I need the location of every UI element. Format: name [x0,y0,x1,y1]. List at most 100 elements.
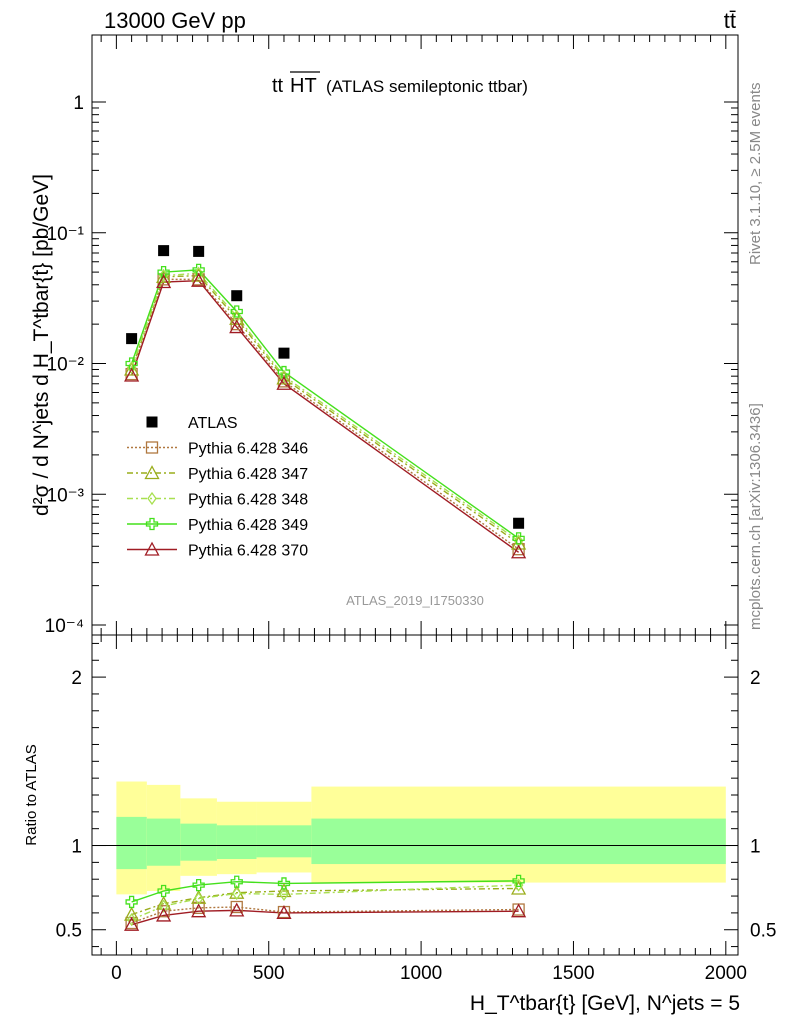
legend-marker [145,441,159,454]
rivet-version-label: Rivet 3.1.10, ≥ 2.5M events [747,83,764,266]
plot-title-main: tt [272,75,284,97]
stat-uncertainty-band [256,825,312,858]
x-tick-label: 0 [111,963,122,984]
mc-point [124,367,140,382]
series-line [130,279,520,553]
x-tick-label: 1500 [552,963,594,984]
y-axis-label-main-text: d²σ / d N^jets d H_T^tbar{t} [pb/GeV] [30,174,53,516]
legend-label: ATLAS [188,415,238,432]
data-point [193,245,205,257]
x-tick-label: 1000 [400,963,442,984]
x-tick-label: 2000 [705,963,747,984]
ratio-point [279,887,289,901]
stat-uncertainty-band [116,816,147,870]
y-tick-label: 10⁻³ [47,485,85,506]
ratio-point [157,884,170,898]
ratio-point [191,903,207,918]
y-tick-label: 10⁻⁴ [45,616,84,637]
mc-point [156,274,172,289]
y-axis-label-ratio: Ratio to ATLAS [23,744,40,845]
ratio-y-tick-label-right: 0.5 [750,921,776,942]
y-axis-label-main: d²σ / d N^jets d H_T^tbar{t} [pb/GeV] [30,174,53,516]
ratio-uncertainty-bands [116,781,726,895]
series-line [130,278,520,550]
ratio-point [126,913,137,927]
stat-uncertainty-band [146,818,181,866]
main-panel: 10⁻⁴ 10⁻³ 10⁻² 10⁻¹ 1 tt HT (ATLAS semilepto… [30,34,739,637]
legend-label: Pythia 6.428 349 [188,517,308,534]
legend-marker [145,517,159,531]
stat-uncertainty-band [180,823,217,861]
y-axis-label-ratio-text: Ratio to ATLAS [23,744,40,845]
legend-marker [146,416,158,428]
data-point [513,517,525,529]
stat-uncertainty-band [311,818,726,865]
mc-point [511,535,527,550]
analysis-watermark: ATLAS_2019_I1750330 [346,593,484,608]
data-point [126,333,138,345]
ratio-point [192,901,205,914]
ratio-y-tick-label: 0.5 [56,921,82,942]
stat-uncertainty-band [216,825,257,859]
ratio-point [158,899,169,913]
ratio-point [192,878,205,892]
ratio-y-tick-label: 2 [71,668,82,689]
ratio-point [511,903,527,918]
legend-label: Pythia 6.428 347 [188,466,308,483]
plot-title-overline: HT [290,75,317,97]
ratio-point [124,916,140,931]
main-panel-markers [124,245,527,559]
mc-point [277,365,291,379]
mc-point [125,357,138,370]
legend-marker [144,465,160,480]
mc-point [276,375,292,390]
legend-label: Pythia 6.428 346 [188,441,308,458]
ratio-point [276,883,292,898]
mc-point [229,319,245,334]
ratio-point [512,874,525,888]
mc-point [230,305,243,318]
legend-marker [147,491,157,506]
mcplots-credit-label: mcplots.cern.ch [arXiv:1306.3436] [747,403,764,630]
plot-title-detail: (ATLAS semileptonic ttbar) [326,77,528,96]
mc-point [157,265,170,279]
mc-point [512,532,525,545]
ratio-y-tick-label-right: 1 [750,837,761,858]
legend-label: Pythia 6.428 348 [188,492,308,509]
ratio-y-tick-label: 1 [71,837,82,858]
ratio-y-tick-label-right: 2 [750,668,761,689]
mc-point [191,272,207,287]
main-panel-ticks: 10⁻⁴ 10⁻³ 10⁻² 10⁻¹ 1 [45,35,738,637]
ratio-point [276,905,292,920]
ratio-line [131,909,519,926]
main-panel-series-lines [130,269,520,553]
y-tick-label: 10⁻¹ [47,224,85,245]
legend-marker [144,541,160,556]
ratio-markers [124,874,527,931]
ratio-point [230,900,243,914]
mc-point [192,263,205,277]
ratio-point [277,877,291,890]
data-point [158,245,170,257]
ratio-point [124,906,140,921]
ratio-series-lines [131,880,519,926]
data-point [231,290,243,302]
x-axis-label: H_T^tbar{t} [GeV], N^jets = 5 [470,992,740,1015]
ratio-point [229,902,245,917]
data-point [278,347,290,359]
y-tick-label: 1 [73,93,84,114]
ratio-point [230,875,243,888]
header-process-label: tt̄ [724,8,736,33]
mc-point [511,544,527,559]
legend: ATLAS Pythia 6.428 346 Pythia 6.428 347 Pyt… [127,415,308,560]
ratio-point [125,895,138,909]
ratio-line [131,906,519,924]
ratio-point [157,905,170,918]
y-tick-label: 10⁻² [47,355,85,376]
x-tick-label: 500 [253,963,285,984]
ratio-point [511,880,527,895]
header-beam-label: 13000 GeV pp [104,8,246,33]
